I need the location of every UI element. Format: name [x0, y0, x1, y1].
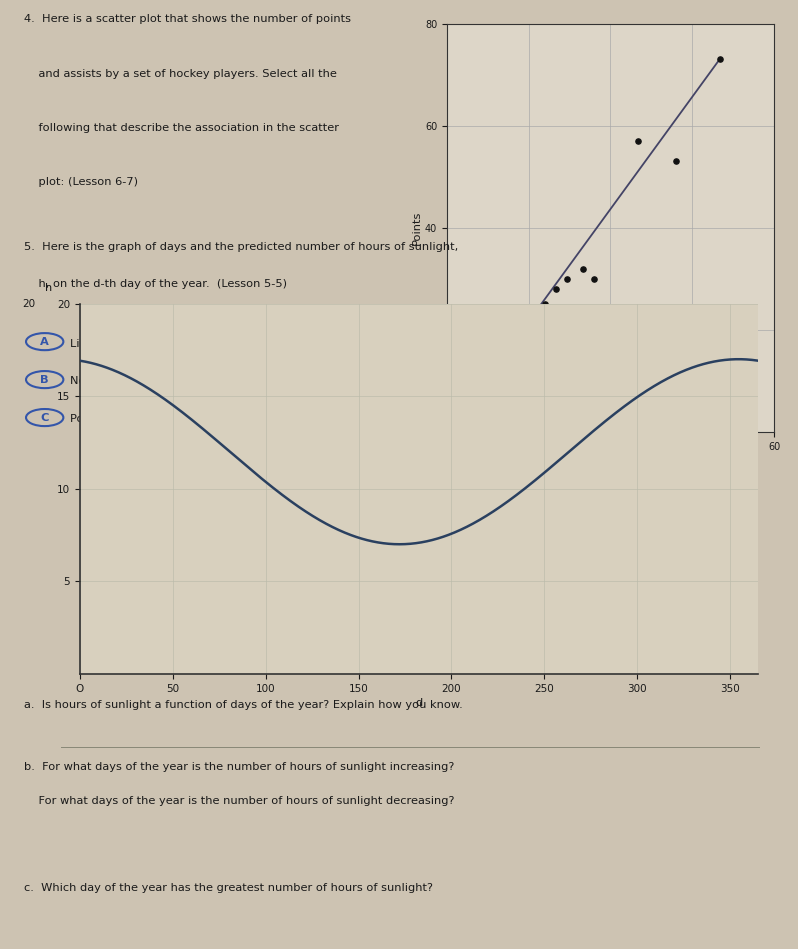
- Text: For what days of the year is the number of hours of sunlight decreasing?: For what days of the year is the number …: [24, 796, 454, 807]
- Point: [506, 368, 519, 383]
- Text: B: B: [41, 375, 49, 384]
- Text: a.  Is hours of sunlight a function of days of the year? Explain how you know.: a. Is hours of sunlight a function of da…: [24, 700, 463, 710]
- Point: [539, 297, 551, 312]
- Point: [495, 379, 508, 394]
- Text: c.  Which day of the year has the greatest number of hours of sunlight?: c. Which day of the year has the greates…: [24, 883, 433, 893]
- X-axis label: Assists: Assists: [591, 455, 630, 464]
- Point: [523, 332, 535, 347]
- Text: D: D: [251, 337, 261, 346]
- Point: [670, 154, 682, 169]
- Point: [517, 338, 530, 353]
- Text: plot: (Lesson 6-7): plot: (Lesson 6-7): [24, 177, 138, 187]
- Text: 5.  Here is the graph of days and the predicted number of hours of sunlight,: 5. Here is the graph of days and the pre…: [24, 242, 458, 252]
- Point: [527, 312, 540, 327]
- Text: and assists by a set of hockey players. Select all the: and assists by a set of hockey players. …: [24, 68, 337, 79]
- Point: [577, 261, 590, 276]
- Point: [512, 347, 524, 363]
- Text: Non-linear association: Non-linear association: [69, 377, 196, 386]
- Point: [533, 322, 546, 337]
- Text: following that describe the association in the scatter: following that describe the association …: [24, 123, 339, 133]
- Point: [560, 271, 573, 287]
- Point: [544, 302, 557, 317]
- Text: A: A: [41, 337, 49, 346]
- Text: Linear association: Linear association: [69, 339, 172, 348]
- Point: [587, 271, 600, 287]
- Text: 4.  Here is a scatter plot that shows the number of points: 4. Here is a scatter plot that shows the…: [24, 14, 351, 25]
- Point: [500, 363, 513, 378]
- Point: [631, 134, 644, 149]
- Text: Positive association: Positive association: [69, 415, 181, 424]
- Point: [550, 281, 563, 296]
- Text: No association: No association: [281, 377, 365, 386]
- Text: C: C: [41, 413, 49, 422]
- Text: h: h: [45, 283, 53, 292]
- Text: b.  For what days of the year is the number of hours of sunlight increasing?: b. For what days of the year is the numb…: [24, 762, 454, 772]
- Point: [490, 368, 503, 383]
- Point: [713, 52, 726, 67]
- Text: 20: 20: [22, 299, 36, 308]
- Point: [484, 373, 497, 388]
- Y-axis label: Points: Points: [412, 211, 422, 245]
- Text: h, on the d-th day of the year.  (Lesson 5-5): h, on the d-th day of the year. (Lesson …: [24, 279, 287, 288]
- Text: Negative association: Negative association: [281, 339, 400, 348]
- Text: E: E: [252, 375, 260, 384]
- X-axis label: d: d: [415, 698, 423, 708]
